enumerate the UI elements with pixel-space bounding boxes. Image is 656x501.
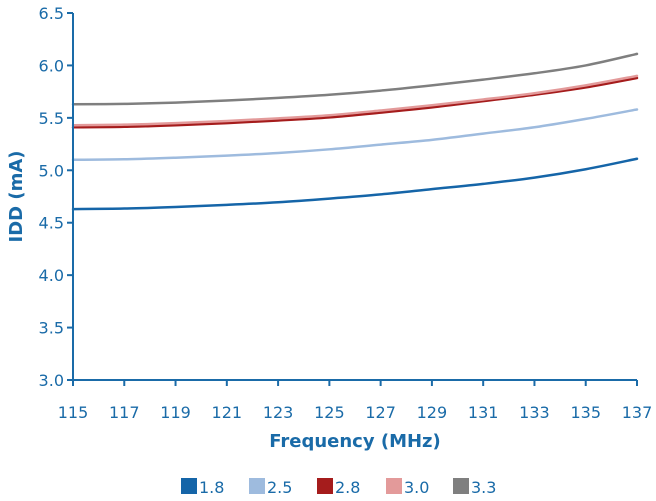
plot-lines [71, 52, 639, 211]
x-tick-label: 117 [109, 403, 140, 422]
legend-swatch [249, 478, 265, 494]
x-tick-label: 125 [314, 403, 345, 422]
legend: 1.8 2.5 2.8 3.0 3.3 [181, 478, 496, 497]
legend-label: 3.0 [404, 478, 429, 497]
x-tick-label: 135 [570, 403, 601, 422]
series-line-3-3 [71, 52, 639, 106]
y-tick-label: 3.5 [39, 319, 64, 338]
y-tick-label: 5.0 [39, 161, 64, 180]
x-tick-label: 119 [160, 403, 191, 422]
legend-swatch [453, 478, 469, 494]
x-tick-label: 129 [417, 403, 448, 422]
series-line-3-0 [71, 74, 639, 127]
series-line-2-8 [71, 76, 639, 129]
legend-label: 2.8 [335, 478, 360, 497]
y-tick-label: 6.0 [39, 56, 64, 75]
x-tick-label: 115 [58, 403, 89, 422]
legend-swatch [181, 478, 197, 494]
x-tick-label: 121 [212, 403, 243, 422]
x-ticks: 115 117 119 121 123 125 127 129 131 133 135 137 [58, 380, 653, 422]
legend-swatch [386, 478, 402, 494]
legend-swatch [317, 478, 333, 494]
series-line-1-8 [71, 157, 639, 211]
legend-label: 2.5 [267, 478, 292, 497]
x-tick-label: 133 [519, 403, 550, 422]
series-line-2-5 [71, 108, 639, 162]
x-tick-label: 137 [622, 403, 653, 422]
y-axis-label: IDD (mA) [6, 151, 27, 243]
x-tick-label: 131 [468, 403, 499, 422]
legend-label: 1.8 [199, 478, 224, 497]
y-tick-label: 5.5 [39, 109, 64, 128]
legend-label: 3.3 [471, 478, 496, 497]
x-tick-label: 127 [365, 403, 396, 422]
y-tick-label: 4.0 [39, 266, 64, 285]
x-tick-label: 123 [263, 403, 294, 422]
y-tick-label: 3.0 [39, 371, 64, 390]
y-tick-label: 6.5 [39, 4, 64, 23]
y-tick-label: 4.5 [39, 214, 64, 233]
y-ticks: 3.0 3.5 4.0 4.5 5.0 5.5 6.0 6.5 [39, 4, 73, 390]
x-axis-label: Frequency (MHz) [269, 431, 441, 452]
